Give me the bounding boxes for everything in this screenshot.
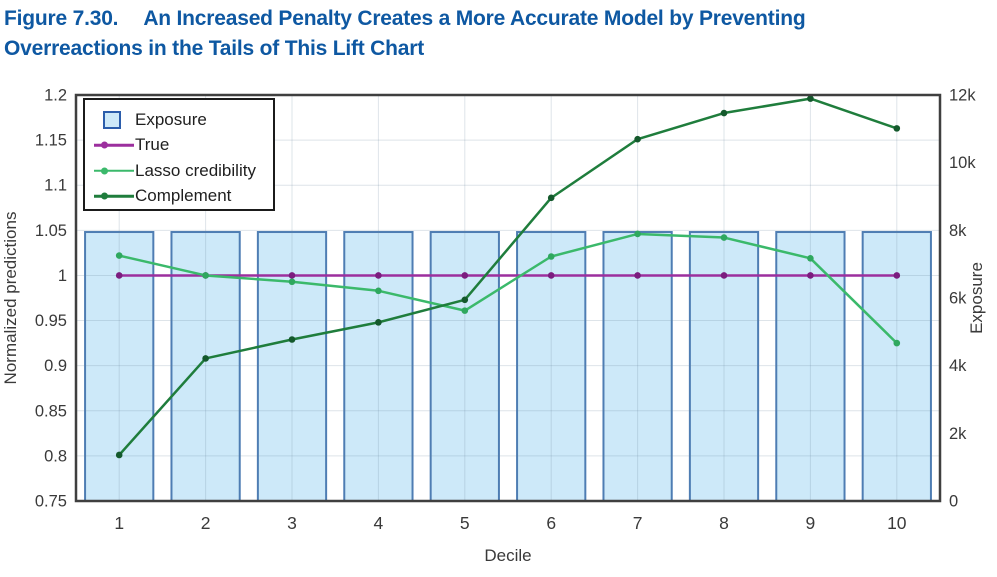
- marker-true: [807, 272, 814, 279]
- marker-complement: [461, 296, 469, 304]
- left-axis-tick-label: 1.05: [35, 222, 67, 240]
- marker-lasso-credibility: [547, 253, 555, 260]
- lasso-line-swatch-icon: [85, 158, 135, 184]
- left-axis-title: Normalized predictions: [1, 212, 20, 385]
- right-axis-tick-label: 10k: [949, 154, 976, 172]
- right-axis-tick-label: 0: [949, 493, 958, 511]
- marker-lasso-credibility: [807, 255, 814, 262]
- marker-true: [720, 272, 728, 279]
- left-axis-tick-label: 0.95: [35, 312, 67, 330]
- x-axis-tick-label: 7: [633, 513, 643, 533]
- right-axis-tick-label: 12k: [949, 87, 976, 105]
- x-axis-tick-label: 5: [460, 513, 470, 533]
- figure-title-text1: An Increased Penalty Creates a More Accu…: [143, 7, 806, 30]
- left-axis-tick-label: 0.9: [44, 357, 67, 375]
- chart-legend: Exposure True Lasso credibility Compleme…: [83, 98, 275, 211]
- figure-label: Figure 7.30.: [4, 7, 119, 30]
- legend-label-complement: Complement: [135, 186, 232, 206]
- marker-lasso-credibility: [634, 230, 641, 238]
- figure-title-line2: Overreactions in the Tails of This Lift …: [4, 37, 425, 60]
- marker-true: [288, 272, 296, 279]
- true-line-swatch-icon: [85, 133, 135, 159]
- right-axis-title: Exposure: [967, 262, 986, 334]
- figure-title-line1: Figure 7.30. An Increased Penalty Creates…: [4, 4, 806, 34]
- series-line-complement: [117, 97, 899, 457]
- left-axis-tick-label: 0.75: [35, 493, 67, 511]
- legend-item-lasso-credibility: Lasso credibility: [85, 158, 273, 184]
- plot-border: [74, 93, 942, 503]
- right-axis-tick-label: 6k: [949, 290, 967, 308]
- marker-lasso-credibility: [893, 339, 901, 347]
- marker-complement: [375, 319, 382, 326]
- marker-complement: [807, 95, 814, 102]
- marker-complement: [893, 125, 901, 132]
- exposure-bar-swatch-icon: [85, 107, 135, 133]
- x-axis-tick-label: 10: [887, 513, 907, 533]
- legend-label-true: True: [135, 135, 170, 155]
- legend-label-lasso-credibility: Lasso credibility: [135, 160, 256, 180]
- x-axis-tick-label: 6: [546, 513, 556, 533]
- x-axis-tick-label: 8: [719, 513, 729, 533]
- marker-complement: [634, 135, 641, 143]
- marker-true: [547, 272, 555, 279]
- series-line-lasso-credibility: [117, 232, 899, 345]
- left-axis-tick-label: 1: [58, 267, 67, 285]
- exposure-bar: [343, 231, 414, 502]
- marker-true: [375, 272, 382, 279]
- legend-item-complement: Complement: [85, 184, 273, 210]
- marker-lasso-credibility: [720, 234, 728, 241]
- x-axis-tick-label: 1: [114, 513, 124, 533]
- left-axis-tick-label: 0.8: [44, 447, 67, 465]
- marker-lasso-credibility: [288, 278, 296, 286]
- marker-true: [115, 272, 123, 279]
- left-axis-tick-label: 1.1: [44, 177, 67, 195]
- marker-complement: [547, 194, 555, 202]
- complement-line-swatch-icon: [85, 184, 135, 210]
- marker-true: [461, 272, 469, 279]
- x-axis-tick-label: 4: [374, 513, 384, 533]
- marker-lasso-credibility: [202, 272, 209, 279]
- legend-label-exposure: Exposure: [135, 109, 207, 129]
- left-axis-tick-label: 1.15: [35, 132, 67, 150]
- right-axis-tick-label: 2k: [949, 425, 967, 443]
- figure-title: Figure 7.30. An Increased Penalty Creates…: [4, 4, 806, 64]
- x-axis-tick-label: 2: [201, 513, 211, 533]
- marker-complement: [288, 336, 296, 343]
- legend-item-exposure: Exposure: [85, 107, 273, 133]
- left-axis-tick-label: 1.2: [44, 87, 67, 105]
- x-axis-title: Decile: [484, 546, 531, 565]
- right-axis-tick-label: 8k: [949, 222, 967, 240]
- x-axis-tick-label: 3: [287, 513, 297, 533]
- x-axis-tick-label: 9: [806, 513, 816, 533]
- left-axis-tick-label: 0.85: [35, 402, 67, 420]
- marker-lasso-credibility: [115, 252, 123, 259]
- legend-item-true: True: [85, 133, 273, 159]
- marker-complement: [202, 355, 209, 362]
- marker-lasso-credibility: [461, 307, 469, 314]
- marker-true: [893, 272, 901, 279]
- marker-lasso-credibility: [375, 287, 382, 295]
- marker-complement: [720, 109, 728, 117]
- marker-complement: [115, 451, 123, 459]
- marker-true: [634, 272, 641, 279]
- right-axis-tick-label: 4k: [949, 357, 967, 375]
